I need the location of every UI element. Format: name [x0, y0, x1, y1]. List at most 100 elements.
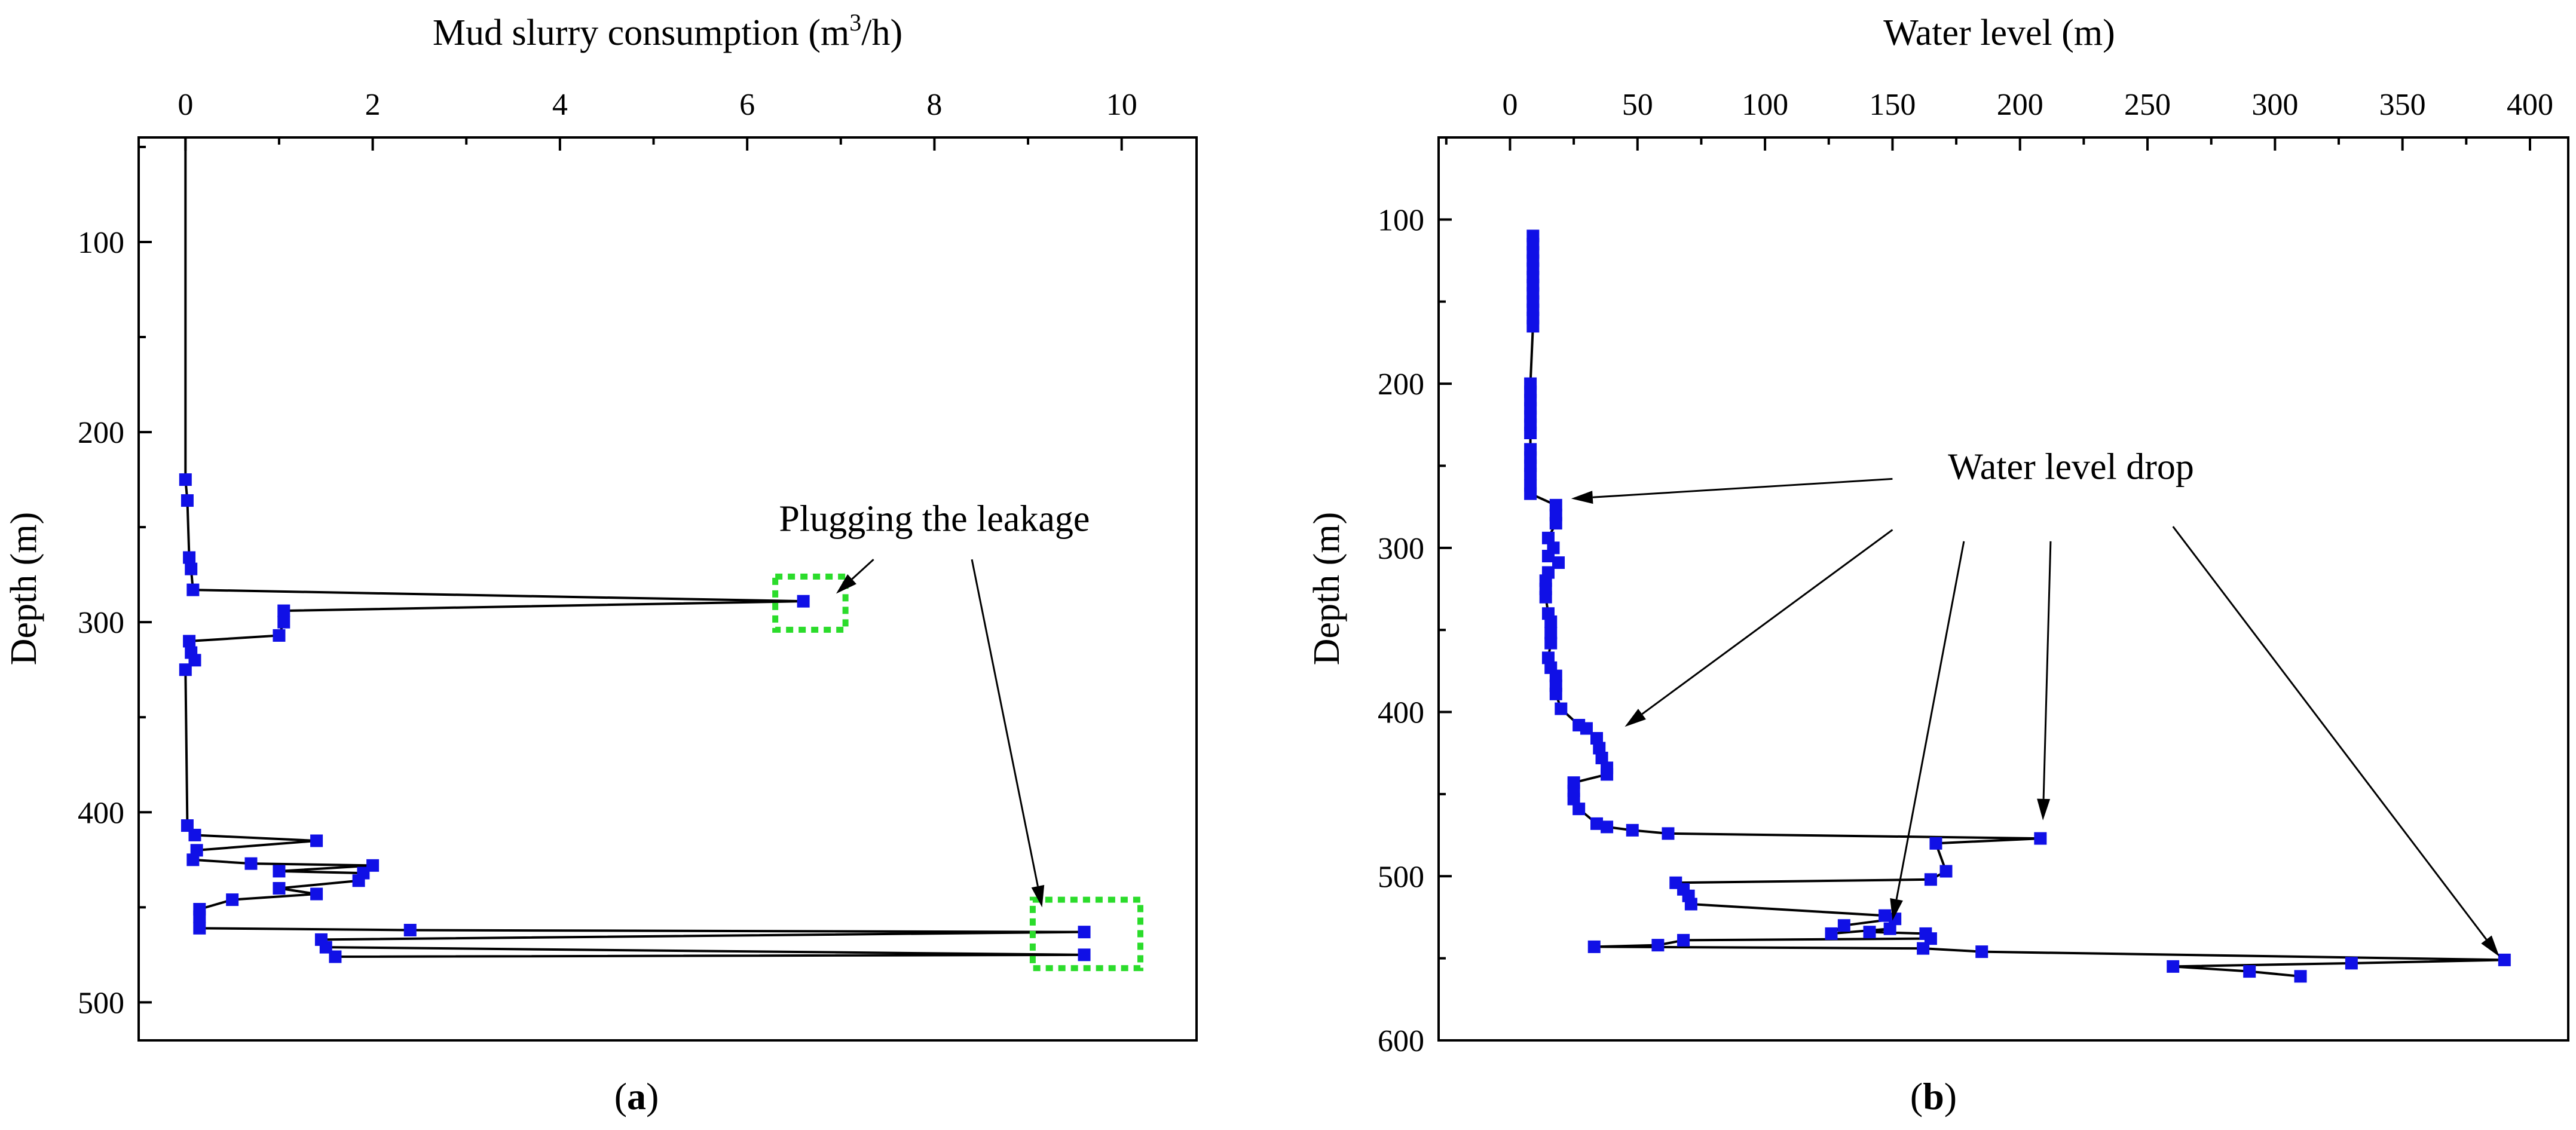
chart-b-data-point: [1677, 933, 1690, 947]
chart-a-data-point: [244, 857, 258, 870]
chart-a-x-tick-label: 0: [178, 88, 193, 122]
chart-a-data-point: [273, 882, 286, 895]
chart-a-data-point: [179, 663, 192, 676]
chart-a-highlight-box: [772, 573, 849, 633]
chart-b-data-point: [2345, 957, 2358, 970]
chart-a-data-point: [180, 819, 194, 832]
chart-b-data-point: [1549, 517, 1562, 530]
chart-b-ticks: 0 50 100 150 200 250 300 350 400 100 200 300 400 500 6…: [1378, 88, 2553, 1058]
chart-b-data-point: [1524, 467, 1537, 480]
chart-a-y-tick-label: 200: [78, 416, 124, 450]
chart-a-data-point: [180, 494, 194, 507]
chart-b-y-tick-label: 600: [1378, 1024, 1424, 1058]
chart-a-series-line: [184, 479, 1086, 958]
chart-b-data-point: [1924, 932, 1937, 945]
chart-b-data-point: [1539, 590, 1552, 604]
chart-b-data-point: [1552, 556, 1565, 569]
chart-b-x-tick-label: 300: [2251, 88, 2298, 122]
chart-b-y-tick-label: 100: [1378, 203, 1424, 237]
chart-b-data-point: [1544, 636, 1558, 650]
chart-a-data-point: [188, 654, 201, 667]
chart-b-data-point: [1939, 865, 1953, 878]
chart-b-arrow-line: [2042, 541, 2052, 799]
chart-a-data-point: [329, 950, 342, 963]
chart-b-arrow-head: [1624, 709, 1646, 727]
chart-b-y-axis-title: Depth (m): [1307, 512, 1347, 666]
chart-b-plot-frame: [1437, 136, 2569, 1042]
chart-b-arrow-head: [1571, 491, 1593, 504]
chart-a-lines: [184, 137, 1086, 958]
chart-b-data-point: [1549, 669, 1562, 682]
chart-b-data-point: [1544, 627, 1558, 640]
chart-a-data-point: [319, 941, 332, 954]
chart-a-data-point: [273, 865, 286, 878]
chart-a-annotation-label: Plugging the leakage: [779, 498, 1090, 539]
chart-b-panel-label: (b): [1910, 1075, 1957, 1117]
chart-b-x-tick-label: 0: [1502, 88, 1518, 122]
chart-a-y-axis-title: Depth (m): [4, 512, 44, 666]
chart-b-data-point: [1541, 531, 1555, 544]
chart-b-data-point: [1590, 817, 1604, 830]
chart-b-data-point: [1524, 427, 1537, 440]
chart-a-data-point: [1078, 926, 1091, 939]
chart-a-x-tick-label: 10: [1106, 88, 1137, 122]
chart-b-data-point: [1587, 940, 1601, 953]
chart-a-data-point: [277, 615, 290, 629]
chart-b-arrow-line: [2172, 526, 2488, 941]
chart-a-plot-frame: [137, 136, 1198, 1042]
chart-b-arrow-head: [2481, 935, 2499, 957]
chart-b-y-tick-label: 500: [1378, 860, 1424, 894]
chart-b-y-tick-label: 400: [1378, 696, 1424, 730]
chart-b-y-tick-label: 200: [1378, 368, 1424, 402]
chart-b: Water level (m) Depth (m) 0 50 100 150 200 25…: [1307, 13, 2569, 1117]
chart-b-data-point: [1684, 898, 1697, 911]
chart-a-y-tick-label: 500: [78, 986, 124, 1020]
chart-b-data-point: [2243, 965, 2256, 978]
chart-b-data-point: [1541, 651, 1555, 664]
chart-a-ticks: 0 2 4 6 8 10 100 200 300 400 500: [78, 88, 1137, 1020]
chart-a-annotation-arrows: [836, 559, 1045, 908]
chart-a-arrow-line: [971, 559, 1039, 887]
chart-b-series-line: [1529, 235, 2506, 978]
chart-b-arrow-head: [2037, 798, 2051, 820]
chart-a-x-tick-label: 4: [552, 88, 568, 122]
chart-a-data-point: [1078, 948, 1091, 961]
chart-b-points: [1524, 229, 2511, 983]
chart-a-y-tick-label: 100: [78, 226, 124, 260]
chart-b-data-point: [1879, 909, 1892, 922]
chart-a-x-tick-label: 6: [739, 88, 755, 122]
chart-b-data-point: [1580, 722, 1593, 735]
chart-b-data-point: [1595, 751, 1608, 764]
chart-a-y-tick-label: 300: [78, 606, 124, 640]
chart-b-data-point: [1825, 927, 1838, 940]
chart-b-data-point: [1626, 823, 1639, 837]
chart-a-x-tick-label: 8: [926, 88, 942, 122]
chart-b-data-point: [1837, 919, 1850, 932]
chart-a-data-point: [183, 551, 196, 564]
chart-a-arrow-head: [1031, 884, 1045, 908]
chart-a-data-point: [277, 604, 290, 617]
chart-b-data-point: [2294, 970, 2307, 983]
chart-b-data-point: [1567, 792, 1580, 806]
chart-a-x-axis-title: Mud slurry consumption (m3/h): [433, 9, 902, 53]
chart-a-data-point: [797, 595, 810, 608]
chart-b-data-point: [1662, 827, 1675, 840]
chart-b-data-point: [1544, 615, 1558, 628]
chart-b-data-point: [1975, 945, 1988, 958]
chart-b-data-point: [1541, 550, 1555, 563]
chart-a-x-tick-label: 2: [365, 88, 381, 122]
chart-b-x-tick-label: 50: [1622, 88, 1653, 122]
chart-b-data-point: [1526, 320, 1540, 333]
chart-b-data-point: [1549, 498, 1562, 512]
chart-b-data-point: [1863, 926, 1876, 939]
chart-b-x-tick-label: 250: [2124, 88, 2171, 122]
chart-b-arrow-line: [1641, 529, 1893, 715]
chart-b-x-tick-label: 200: [1997, 88, 2043, 122]
chart-a-y-tick-label: 400: [78, 796, 124, 830]
chart-b-arrow-line: [1895, 541, 1965, 900]
chart-a-data-point: [273, 629, 286, 642]
chart-a-data-point: [310, 887, 323, 901]
chart-b-x-tick-label: 100: [1742, 88, 1788, 122]
chart-a-highlight-boxes: [772, 573, 1144, 972]
chart-b-data-point: [2167, 960, 2180, 973]
